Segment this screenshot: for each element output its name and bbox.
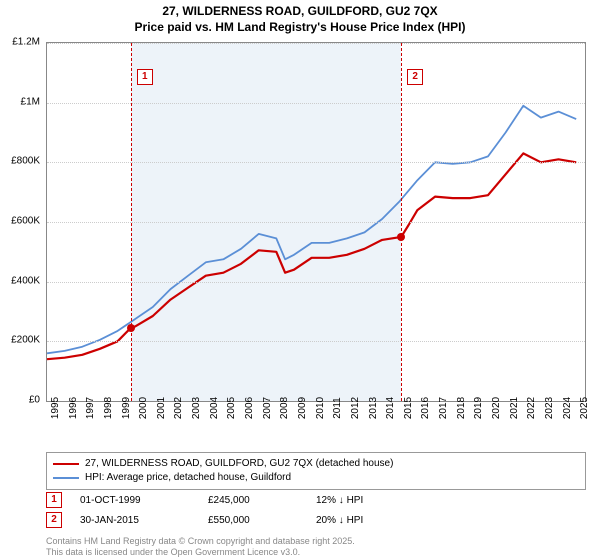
title-line-1: 27, WILDERNESS ROAD, GUILDFORD, GU2 7QX (0, 4, 600, 20)
x-tick-label: 2024 (562, 397, 573, 419)
event-price: £550,000 (208, 515, 298, 526)
legend-row: 27, WILDERNESS ROAD, GUILDFORD, GU2 7QX … (53, 457, 579, 471)
title-block: 27, WILDERNESS ROAD, GUILDFORD, GU2 7QX … (0, 0, 600, 35)
event-delta: 12% ↓ HPI (316, 495, 363, 506)
y-tick-label: £1.2M (12, 37, 40, 48)
event-table: 1 01-OCT-1999 £245,000 12% ↓ HPI 2 30-JAN-201… (46, 492, 586, 532)
x-tick-label: 2008 (279, 397, 290, 419)
x-tick-label: 2001 (156, 397, 167, 419)
footnote-line-2: This data is licensed under the Open Gov… (46, 547, 355, 558)
x-tick-label: 2005 (226, 397, 237, 419)
y-tick-label: £600K (11, 216, 40, 227)
x-tick-label: 2020 (491, 397, 502, 419)
x-tick-label: 2022 (526, 397, 537, 419)
x-tick-label: 2014 (385, 397, 396, 419)
event-date: 30-JAN-2015 (80, 515, 190, 526)
marker-dot-1 (127, 324, 135, 332)
y-tick-label: £1M (21, 96, 40, 107)
plot-area: 12 (46, 42, 586, 402)
event-id-box: 1 (46, 492, 62, 508)
event-delta: 20% ↓ HPI (316, 515, 363, 526)
legend: 27, WILDERNESS ROAD, GUILDFORD, GU2 7QX … (46, 452, 586, 490)
x-tick-label: 2015 (403, 397, 414, 419)
gridline (47, 282, 585, 283)
y-tick-label: £800K (11, 156, 40, 167)
y-axis: £0£200K£400K£600K£800K£1M£1.2M (0, 42, 44, 402)
legend-label: HPI: Average price, detached house, Guil… (85, 471, 291, 485)
marker-label-1: 1 (137, 69, 153, 85)
x-tick-label: 2010 (315, 397, 326, 419)
chart-container: 27, WILDERNESS ROAD, GUILDFORD, GU2 7QX … (0, 0, 600, 560)
x-tick-label: 2003 (191, 397, 202, 419)
gridline (47, 162, 585, 163)
x-tick-label: 2023 (544, 397, 555, 419)
x-tick-label: 2002 (173, 397, 184, 419)
x-tick-label: 2016 (420, 397, 431, 419)
x-tick-label: 2007 (262, 397, 273, 419)
x-axis: 1995199619971998199920002001200220032004… (46, 404, 586, 456)
legend-row: HPI: Average price, detached house, Guil… (53, 471, 579, 485)
footnote-line-1: Contains HM Land Registry data © Crown c… (46, 536, 355, 547)
y-tick-label: £200K (11, 335, 40, 346)
x-tick-label: 2011 (332, 397, 343, 419)
marker-dot-2 (397, 233, 405, 241)
event-price: £245,000 (208, 495, 298, 506)
marker-line-1 (131, 43, 132, 401)
legend-label: 27, WILDERNESS ROAD, GUILDFORD, GU2 7QX … (85, 457, 393, 471)
x-tick-label: 2006 (244, 397, 255, 419)
legend-swatch (53, 463, 79, 465)
event-id-box: 2 (46, 512, 62, 528)
y-tick-label: £400K (11, 275, 40, 286)
x-tick-label: 1996 (68, 397, 79, 419)
gridline (47, 103, 585, 104)
x-tick-label: 2000 (138, 397, 149, 419)
x-tick-label: 2017 (438, 397, 449, 419)
title-line-2: Price paid vs. HM Land Registry's House … (0, 20, 600, 36)
legend-swatch (53, 477, 79, 479)
series-hpi (47, 106, 576, 354)
x-tick-label: 2018 (456, 397, 467, 419)
gridline (47, 43, 585, 44)
marker-label-2: 2 (407, 69, 423, 85)
event-row: 1 01-OCT-1999 £245,000 12% ↓ HPI (46, 492, 586, 508)
x-tick-label: 1997 (85, 397, 96, 419)
x-tick-label: 2013 (368, 397, 379, 419)
x-tick-label: 2009 (297, 397, 308, 419)
footnote: Contains HM Land Registry data © Crown c… (46, 536, 355, 559)
x-tick-label: 2025 (579, 397, 590, 419)
x-tick-label: 2004 (209, 397, 220, 419)
x-tick-label: 2019 (473, 397, 484, 419)
gridline (47, 341, 585, 342)
gridline (47, 222, 585, 223)
x-tick-label: 1998 (103, 397, 114, 419)
event-date: 01-OCT-1999 (80, 495, 190, 506)
y-tick-label: £0 (29, 395, 40, 406)
x-tick-label: 1999 (121, 397, 132, 419)
x-tick-label: 2021 (509, 397, 520, 419)
x-tick-label: 1995 (50, 397, 61, 419)
x-tick-label: 2012 (350, 397, 361, 419)
marker-line-2 (401, 43, 402, 401)
event-row: 2 30-JAN-2015 £550,000 20% ↓ HPI (46, 512, 586, 528)
